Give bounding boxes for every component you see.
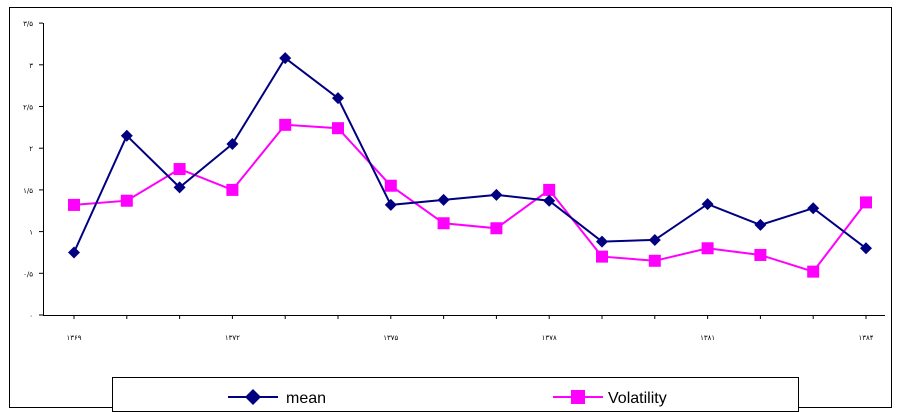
legend-item-volatility: Volatility bbox=[553, 390, 667, 407]
y-tick-label: ۰ bbox=[29, 312, 33, 320]
data-point-mean bbox=[754, 218, 767, 231]
legend-box bbox=[112, 377, 799, 412]
data-point-mean bbox=[120, 129, 133, 142]
data-point-mean bbox=[437, 193, 450, 206]
data-point-volatility bbox=[596, 250, 608, 263]
legend: mean Volatility bbox=[112, 377, 799, 412]
chart-border bbox=[9, 7, 892, 408]
y-tick-label: ۱/۵ bbox=[23, 187, 33, 195]
data-point-volatility bbox=[860, 196, 872, 209]
data-point-mean bbox=[701, 198, 714, 211]
data-point-volatility bbox=[701, 242, 714, 255]
data-point-volatility bbox=[173, 163, 186, 176]
data-point-volatility bbox=[68, 198, 80, 211]
data-point-mean bbox=[596, 235, 608, 248]
x-tick-label: ۱۳۸۱ bbox=[700, 334, 715, 342]
series-layer bbox=[68, 52, 872, 278]
data-point-mean bbox=[384, 198, 397, 211]
y-tick-label: ۳ bbox=[29, 62, 33, 70]
data-point-mean bbox=[68, 246, 80, 259]
x-axis-ticks: ۱۳۶۹ ۱۳۷۲ ۱۳۷۵ ۱۳۷۸ ۱۳۸۱ ۱۳۸۴ bbox=[66, 315, 874, 342]
data-point-volatility bbox=[279, 118, 292, 131]
x-tick-label: ۱۳۸۴ bbox=[858, 334, 873, 342]
legend-volatility-marker bbox=[571, 390, 585, 404]
x-tick-label: ۱۳۷۸ bbox=[542, 334, 557, 342]
data-point-volatility bbox=[120, 194, 133, 207]
data-point-volatility bbox=[384, 179, 397, 192]
legend-volatility-label: Volatility bbox=[608, 390, 667, 407]
x-tick-label: ۱۳۶۹ bbox=[66, 334, 81, 342]
series-mean bbox=[68, 52, 872, 259]
x-tick-label: ۱۳۷۵ bbox=[383, 334, 398, 342]
data-point-mean bbox=[279, 52, 292, 65]
data-point-mean bbox=[226, 138, 239, 151]
data-point-mean bbox=[807, 202, 820, 215]
y-axis-ticks: ۰ ۰/۵ ۱ ۱/۵ ۲ ۲/۵ ۳ ۳/۵ bbox=[23, 20, 43, 320]
series-line-volatility bbox=[73, 123, 867, 273]
series-volatility bbox=[68, 118, 872, 278]
data-point-volatility bbox=[648, 254, 661, 267]
data-point-mean bbox=[543, 194, 556, 207]
data-point-volatility bbox=[754, 248, 767, 261]
data-point-mean bbox=[173, 181, 186, 194]
data-point-volatility bbox=[332, 122, 344, 135]
y-tick-label: ۲ bbox=[29, 145, 33, 153]
data-point-mean bbox=[648, 233, 661, 246]
data-point-volatility bbox=[226, 183, 239, 196]
y-tick-label: ۱ bbox=[29, 229, 33, 237]
x-tick-label: ۱۳۷۲ bbox=[225, 334, 240, 342]
legend-item-mean: mean bbox=[228, 389, 326, 407]
data-point-mean bbox=[490, 188, 503, 201]
data-point-mean bbox=[860, 242, 872, 255]
data-point-volatility bbox=[807, 265, 820, 278]
y-tick-label: ۰/۵ bbox=[23, 270, 33, 278]
y-tick-label: ۲/۵ bbox=[23, 104, 33, 112]
legend-mean-marker bbox=[245, 389, 261, 405]
legend-mean-label: mean bbox=[286, 390, 326, 407]
data-point-mean bbox=[332, 92, 344, 105]
series-line-mean bbox=[73, 56, 867, 253]
data-point-volatility bbox=[543, 183, 556, 196]
y-tick-label: ۳/۵ bbox=[23, 20, 33, 28]
data-point-volatility bbox=[490, 222, 503, 235]
data-point-volatility bbox=[437, 217, 450, 230]
